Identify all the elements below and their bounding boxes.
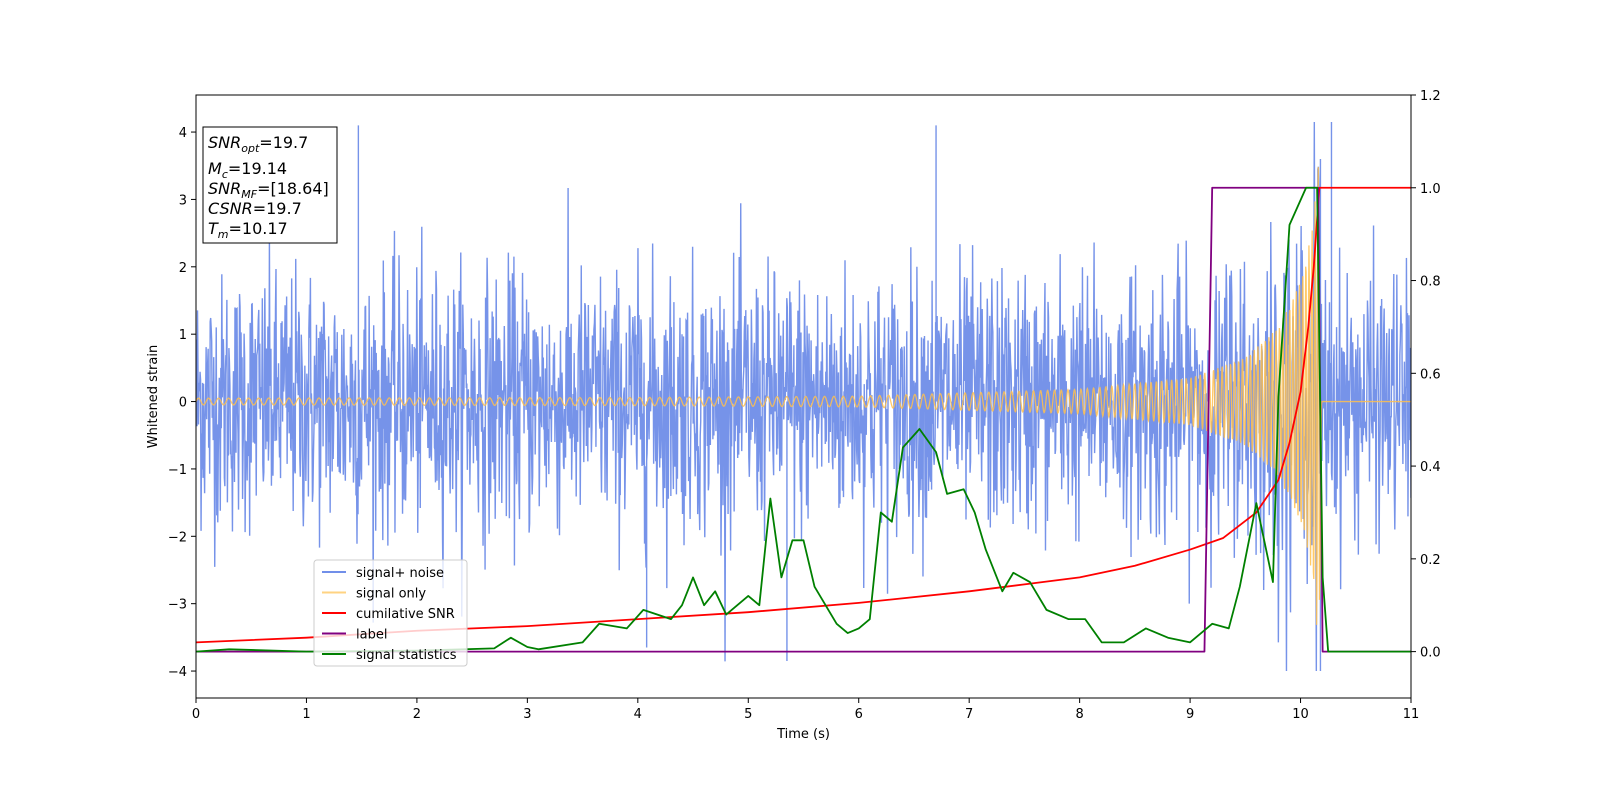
y-left-tick-label: −2 [168, 530, 187, 545]
legend-label: signal+ noise [356, 566, 444, 581]
y-left-tick-label: −3 [168, 598, 187, 613]
axes: 0 1 2 3 4 5 6 7 8 9 10 1143210−1−2−3−41.21.00.80.60… [146, 89, 1441, 742]
plot-area [196, 121, 1411, 672]
y-right-tick-label: 1.2 [1420, 89, 1441, 104]
x-tick-label: 6 [855, 707, 863, 722]
series-cumulative-snr [196, 186, 1411, 644]
info-line: SNRMF=[18.64] [208, 179, 329, 201]
y-right-tick-label: 1.0 [1420, 182, 1441, 197]
x-tick-label: 2 [413, 707, 421, 722]
y-left-tick-label: −4 [168, 665, 187, 680]
axes-frame [195, 94, 1412, 699]
x-tick-label: 9 [1186, 707, 1194, 722]
y-left-tick-label: 0 [179, 396, 187, 411]
legend-label: signal only [356, 587, 426, 602]
info-line: SNRopt=19.7 [208, 133, 308, 155]
y-right-tick-label: 0.6 [1420, 367, 1441, 382]
y-left-tick-label: 1 [179, 328, 187, 343]
x-tick-label: 4 [634, 707, 642, 722]
series-group [196, 121, 1411, 672]
info-line: Tm=10.17 [208, 219, 288, 241]
x-tick-label: 7 [965, 707, 973, 722]
info-line: Mc=19.14 [208, 159, 287, 181]
y-left-tick-label: 4 [179, 126, 187, 141]
x-tick-label: 5 [744, 707, 752, 722]
x-axis-label: Time (s) [776, 727, 830, 742]
info-box: SNRopt=19.7 Mc=19.14SNRMF=[18.64]CSNR=19.… [202, 126, 338, 244]
legend: signal+ noise signal only cumilative SNR la… [313, 559, 468, 667]
y-right-tick-label: 0.8 [1420, 275, 1441, 290]
x-tick-label: 3 [523, 707, 531, 722]
legend-frame [313, 559, 468, 667]
y-right-tick-label: 0.0 [1420, 646, 1441, 661]
y-left-tick-label: 2 [179, 261, 187, 276]
info-line: CSNR=19.7 [208, 199, 302, 218]
y-left-tick-label: −1 [168, 463, 187, 478]
x-tick-label: 0 [192, 707, 200, 722]
info-box-frame [202, 126, 338, 244]
x-tick-label: 11 [1403, 707, 1420, 722]
series-signal-statistics [196, 186, 1411, 653]
x-tick-label: 1 [302, 707, 310, 722]
legend-label: cumilative SNR [356, 607, 455, 622]
y-left-tick-label: 3 [179, 193, 187, 208]
legend-label: label [356, 628, 387, 643]
y-right-tick-label: 0.4 [1420, 460, 1441, 475]
y-axis-label: Whitened strain [146, 345, 161, 448]
x-tick-label: 8 [1075, 707, 1083, 722]
y-right-tick-label: 0.2 [1420, 553, 1441, 568]
legend-label: signal statistics [356, 648, 457, 663]
x-tick-label: 10 [1292, 707, 1309, 722]
